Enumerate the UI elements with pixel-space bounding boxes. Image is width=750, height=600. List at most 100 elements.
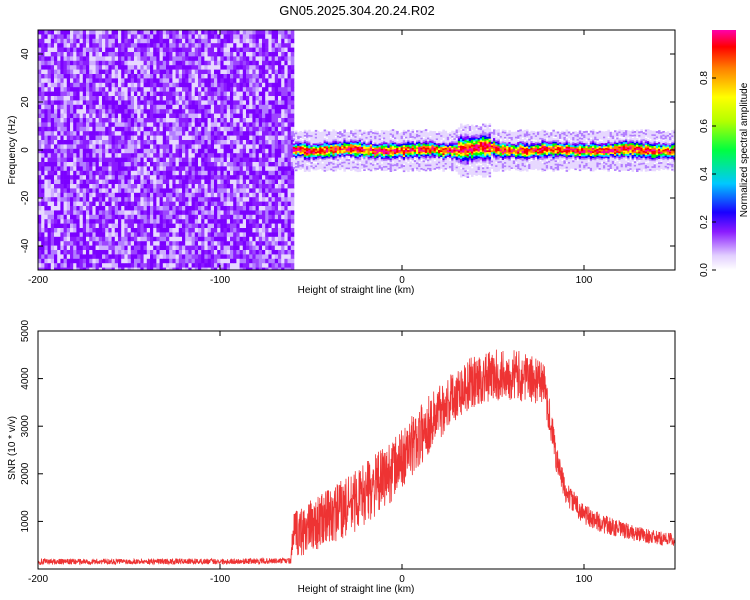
heatmap-cell bbox=[230, 104, 234, 110]
heatmap-cell bbox=[98, 30, 103, 35]
heatmap-cell bbox=[124, 38, 128, 44]
heatmap-cell bbox=[284, 52, 288, 57]
heatmap-cell bbox=[191, 175, 196, 180]
heatmap-cell bbox=[175, 188, 180, 194]
heatmap-cell bbox=[321, 131, 324, 134]
heatmap-cell bbox=[271, 30, 276, 35]
heatmap-cell bbox=[47, 38, 52, 44]
heatmap-cell bbox=[246, 170, 250, 176]
heatmap-cell bbox=[124, 78, 128, 84]
heatmap-cell bbox=[162, 228, 167, 233]
heatmap-cell bbox=[153, 192, 157, 198]
heatmap-cell bbox=[175, 228, 180, 233]
heatmap-cell bbox=[76, 254, 80, 260]
heatmap-cell bbox=[336, 162, 340, 165]
heatmap-cell bbox=[130, 232, 135, 238]
heatmap-cell bbox=[262, 258, 266, 264]
heatmap-cell bbox=[330, 133, 333, 135]
heatmap-cell bbox=[188, 250, 192, 255]
heatmap-cell bbox=[246, 228, 250, 233]
heatmap-cell bbox=[262, 52, 266, 57]
heatmap-cell bbox=[150, 96, 154, 101]
heatmap-cell bbox=[230, 96, 234, 101]
heatmap-cell bbox=[121, 184, 125, 189]
heatmap-cell bbox=[265, 38, 269, 44]
heatmap-cell bbox=[44, 96, 48, 101]
heatmap-cell bbox=[178, 82, 183, 88]
heatmap-cell bbox=[278, 82, 282, 88]
heatmap-cell bbox=[73, 60, 77, 66]
heatmap-cell bbox=[207, 122, 212, 128]
heatmap-cell bbox=[178, 210, 183, 216]
heatmap-cell bbox=[303, 131, 307, 134]
heatmap-cell bbox=[98, 170, 103, 176]
heatmap-cell bbox=[317, 142, 320, 145]
heatmap-cell bbox=[44, 214, 48, 220]
heatmap-cell bbox=[79, 184, 84, 189]
heatmap-cell bbox=[172, 118, 176, 123]
heatmap-cell bbox=[41, 38, 45, 44]
heatmap-cell bbox=[79, 131, 84, 136]
heatmap-cell bbox=[230, 65, 234, 70]
heatmap-cell bbox=[292, 150, 296, 152]
heatmap-cell bbox=[172, 214, 176, 220]
heatmap-cell bbox=[287, 78, 292, 84]
heatmap-cell bbox=[50, 96, 55, 101]
heatmap-cell bbox=[295, 157, 298, 160]
heatmap-cell bbox=[198, 78, 202, 84]
heatmap-cell bbox=[201, 153, 205, 158]
heatmap-cell bbox=[60, 250, 64, 255]
heatmap-cell bbox=[217, 135, 221, 141]
heatmap-cell bbox=[185, 184, 189, 189]
heatmap-cell bbox=[210, 87, 215, 92]
heatmap-cell bbox=[134, 38, 138, 44]
heatmap-cell bbox=[159, 47, 164, 53]
heatmap-cell bbox=[66, 43, 71, 48]
heatmap-cell bbox=[201, 206, 205, 211]
heatmap-cell bbox=[41, 175, 45, 180]
heatmap-cell bbox=[343, 169, 346, 172]
heatmap-cell bbox=[290, 104, 295, 110]
heatmap-cell bbox=[321, 143, 324, 146]
heatmap-cell bbox=[114, 43, 119, 48]
heatmap-cell bbox=[194, 245, 199, 251]
heatmap-cell bbox=[210, 104, 215, 110]
heatmap-cell bbox=[140, 52, 144, 57]
heatmap-cell bbox=[249, 131, 253, 136]
heatmap-cell bbox=[159, 250, 164, 255]
heatmap-cell bbox=[130, 38, 135, 44]
heatmap-cell bbox=[169, 52, 173, 57]
heatmap-cell bbox=[156, 144, 160, 150]
heatmap-cell bbox=[226, 162, 231, 167]
heatmap-cell bbox=[223, 118, 228, 123]
heatmap-cell bbox=[143, 38, 148, 44]
heatmap-cell bbox=[86, 122, 90, 128]
heatmap-cell bbox=[54, 192, 58, 198]
heatmap-cell bbox=[38, 74, 42, 79]
heatmap-cell bbox=[226, 118, 231, 123]
heatmap-cell bbox=[325, 132, 329, 135]
heatmap-cell bbox=[185, 236, 189, 242]
heatmap-cell bbox=[178, 188, 183, 194]
heatmap-cell bbox=[306, 157, 309, 160]
heatmap-cell bbox=[347, 145, 351, 148]
heatmap-cell bbox=[323, 132, 327, 135]
heatmap-cell bbox=[287, 135, 292, 141]
heatmap-cell bbox=[137, 96, 141, 101]
heatmap-cell bbox=[249, 135, 253, 141]
heatmap-cell bbox=[153, 34, 157, 40]
heatmap-cell bbox=[114, 30, 119, 35]
heatmap-cell bbox=[334, 137, 338, 140]
heatmap-cell bbox=[118, 258, 122, 264]
heatmap-cell bbox=[249, 166, 253, 172]
heatmap-cell bbox=[118, 74, 122, 79]
heatmap-cell bbox=[66, 236, 71, 242]
heatmap-cell bbox=[50, 192, 55, 198]
heatmap-cell bbox=[143, 219, 148, 224]
heatmap-cell bbox=[121, 118, 125, 123]
heatmap-cell bbox=[328, 138, 331, 140]
heatmap-cell bbox=[239, 197, 244, 202]
heatmap-cell bbox=[284, 250, 288, 255]
heatmap-cell bbox=[297, 144, 300, 146]
heatmap-cell bbox=[246, 258, 250, 264]
